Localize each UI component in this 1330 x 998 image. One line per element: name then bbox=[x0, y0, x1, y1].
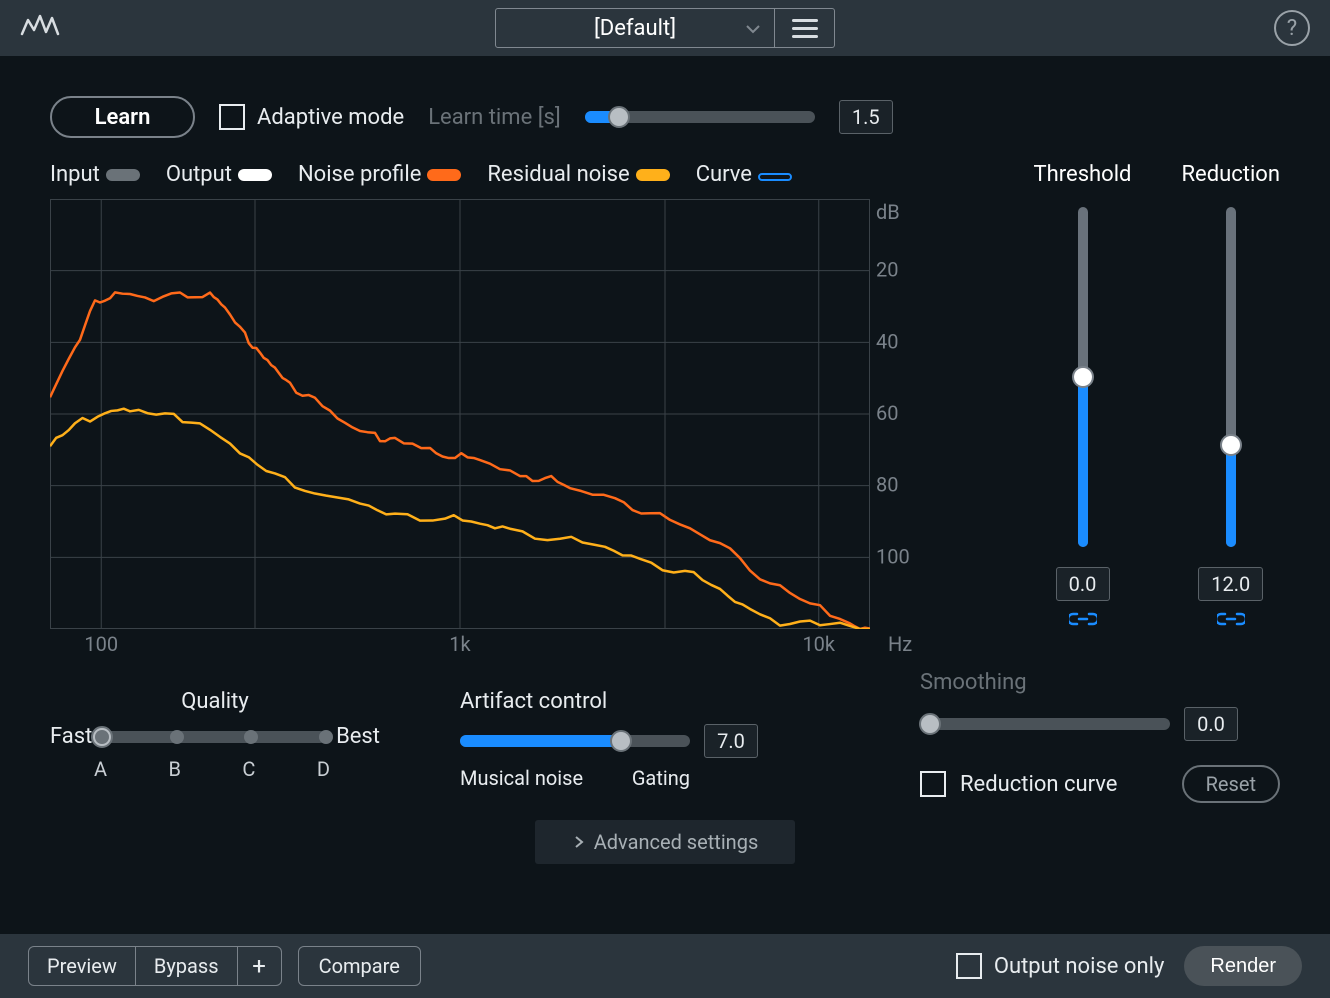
threshold-slider[interactable] bbox=[1078, 207, 1088, 547]
slider-thumb-icon bbox=[1220, 434, 1242, 456]
smoothing-label: Smoothing bbox=[920, 670, 1280, 695]
artifact-label: Artifact control bbox=[460, 689, 790, 714]
slider-thumb-icon bbox=[1072, 366, 1094, 388]
advanced-settings-toggle[interactable]: Advanced settings bbox=[535, 820, 795, 864]
adaptive-mode-label: Adaptive mode bbox=[257, 105, 404, 130]
svg-text:10k: 10k bbox=[802, 632, 835, 656]
adaptive-mode-checkbox[interactable] bbox=[219, 104, 245, 130]
svg-text:Hz: Hz bbox=[888, 632, 912, 656]
learn-time-slider[interactable] bbox=[585, 111, 815, 123]
artifact-gating-label: Gating bbox=[632, 766, 690, 790]
preview-button[interactable]: Preview bbox=[28, 946, 136, 986]
svg-text:40: 40 bbox=[876, 329, 898, 353]
legend-residual-noise: Residual noise bbox=[487, 162, 629, 187]
artifact-value[interactable]: 7.0 bbox=[704, 724, 758, 758]
learn-button[interactable]: Learn bbox=[50, 96, 195, 138]
quality-label: Quality bbox=[50, 689, 380, 714]
quality-slider[interactable] bbox=[102, 731, 326, 743]
reduction-curve-checkbox[interactable] bbox=[920, 771, 946, 797]
smoothing-slider[interactable] bbox=[920, 718, 1170, 730]
threshold-value[interactable]: 0.0 bbox=[1056, 567, 1110, 601]
svg-text:100: 100 bbox=[84, 632, 118, 656]
link-icon[interactable] bbox=[1069, 611, 1097, 631]
svg-text:100: 100 bbox=[876, 544, 910, 568]
reduction-curve-label: Reduction curve bbox=[960, 772, 1117, 797]
help-button[interactable]: ? bbox=[1274, 10, 1310, 46]
artifact-slider[interactable] bbox=[460, 735, 690, 747]
smoothing-value[interactable]: 0.0 bbox=[1184, 707, 1238, 741]
compare-button[interactable]: Compare bbox=[298, 946, 421, 986]
add-button[interactable]: + bbox=[238, 946, 282, 986]
slider-thumb-icon bbox=[608, 106, 630, 128]
spectrum-x-axis: 100 1k 10k Hz bbox=[50, 629, 930, 659]
learn-time-value[interactable]: 1.5 bbox=[839, 100, 893, 134]
chevron-right-icon bbox=[572, 835, 586, 849]
preset-value: [Default] bbox=[594, 16, 676, 41]
render-button[interactable]: Render bbox=[1184, 946, 1302, 986]
quality-best-label: Best bbox=[336, 724, 380, 749]
slider-thumb-icon bbox=[610, 730, 632, 752]
legend-curve: Curve bbox=[696, 162, 752, 187]
svg-text:60: 60 bbox=[876, 401, 898, 425]
spectrum-chart[interactable] bbox=[50, 199, 870, 629]
legend-input: Input bbox=[50, 162, 100, 187]
chevron-down-icon bbox=[744, 19, 762, 44]
learn-time-label: Learn time [s] bbox=[428, 105, 561, 130]
legend-noise-profile: Noise profile bbox=[298, 162, 421, 187]
svg-text:1k: 1k bbox=[449, 632, 471, 656]
hamburger-menu-button[interactable] bbox=[775, 8, 835, 48]
quality-fast-label: Fast bbox=[50, 724, 92, 749]
preset-dropdown[interactable]: [Default] bbox=[495, 8, 775, 48]
app-logo-icon bbox=[20, 12, 64, 44]
svg-text:20: 20 bbox=[876, 258, 898, 282]
reset-button[interactable]: Reset bbox=[1182, 765, 1280, 803]
output-noise-only-checkbox[interactable] bbox=[956, 953, 982, 979]
advanced-settings-label: Advanced settings bbox=[594, 830, 759, 854]
svg-text:80: 80 bbox=[876, 473, 898, 497]
threshold-label: Threshold bbox=[1034, 162, 1132, 187]
link-icon[interactable] bbox=[1217, 611, 1245, 631]
svg-text:dB: dB bbox=[876, 200, 900, 224]
reduction-value[interactable]: 12.0 bbox=[1198, 567, 1263, 601]
bypass-button[interactable]: Bypass bbox=[136, 946, 238, 986]
output-noise-only-label: Output noise only bbox=[994, 954, 1165, 979]
slider-thumb-icon bbox=[919, 713, 941, 735]
spectrum-legend: Input Output Noise profile Residual nois… bbox=[50, 162, 984, 187]
legend-output: Output bbox=[166, 162, 232, 187]
artifact-musical-label: Musical noise bbox=[460, 766, 583, 790]
reduction-slider[interactable] bbox=[1226, 207, 1236, 547]
spectrum-y-axis: dB 20 40 60 80 100 bbox=[870, 199, 930, 629]
reduction-label: Reduction bbox=[1181, 162, 1280, 187]
